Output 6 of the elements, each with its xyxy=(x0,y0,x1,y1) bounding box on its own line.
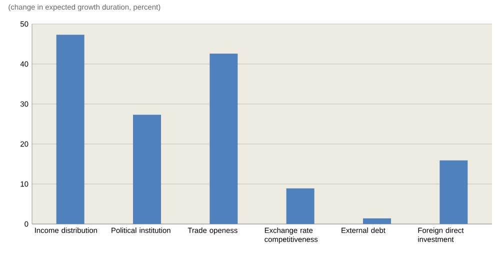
bar xyxy=(440,160,468,224)
bar xyxy=(210,54,238,224)
bar xyxy=(363,218,392,224)
bar xyxy=(56,34,84,224)
bar xyxy=(133,114,162,224)
bar xyxy=(286,188,314,224)
